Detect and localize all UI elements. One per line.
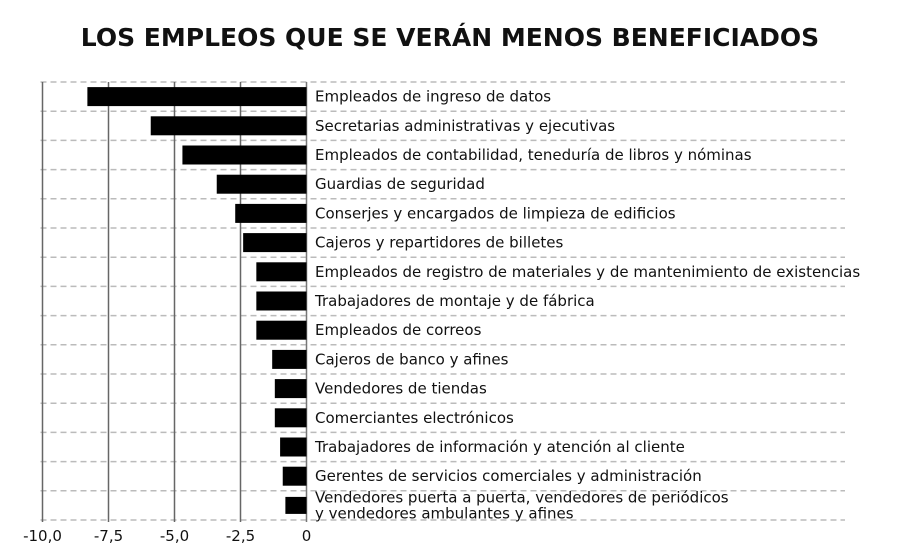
bar [216, 174, 307, 194]
bar [274, 408, 307, 428]
category-label: Cajeros y repartidores de billetes [315, 234, 564, 252]
bar [280, 437, 307, 457]
x-tick-label: -5,0 [160, 527, 189, 545]
x-tick-label: 0 [302, 527, 312, 545]
bar [182, 145, 307, 165]
bar [272, 349, 307, 369]
chart-title: LOS EMPLEOS QUE SE VERÁN MENOS BENEFICIA… [81, 23, 819, 52]
category-label: Comerciantes electrónicos [315, 409, 514, 427]
category-label: Empleados de correos [315, 321, 482, 339]
category-label: Trabajadores de información y atención a… [314, 438, 685, 456]
category-label: Conserjes y encargados de limpieza de ed… [315, 204, 676, 222]
x-tick-label: -10,0 [23, 527, 62, 545]
x-tick-label: -7,5 [94, 527, 123, 545]
bar [87, 87, 307, 107]
category-label: y vendedores ambulantes y afines [315, 504, 574, 522]
bar [285, 496, 307, 514]
category-label: Vendedores de tiendas [315, 380, 487, 398]
x-tick-label: -2,5 [226, 527, 255, 545]
category-label: Empleados de ingreso de datos [315, 88, 551, 106]
bar [274, 379, 307, 399]
category-label: Guardias de seguridad [315, 175, 485, 193]
bar [150, 116, 307, 136]
category-label: Vendedores puerta a puerta, vendedores d… [315, 488, 729, 506]
bar [256, 291, 307, 311]
bar [282, 466, 307, 486]
category-label: Gerentes de servicios comerciales y admi… [315, 467, 702, 485]
category-label: Empleados de contabilidad, teneduría de … [315, 146, 752, 164]
category-label: Trabajadores de montaje y de fábrica [314, 292, 595, 310]
bar [243, 233, 307, 253]
bar [235, 203, 307, 223]
category-label: Cajeros de banco y afines [315, 350, 509, 368]
category-label: Secretarias administrativas y ejecutivas [315, 117, 615, 135]
category-label: Empleados de registro de materiales y de… [315, 263, 860, 281]
bar [256, 262, 307, 282]
bar [256, 320, 307, 340]
